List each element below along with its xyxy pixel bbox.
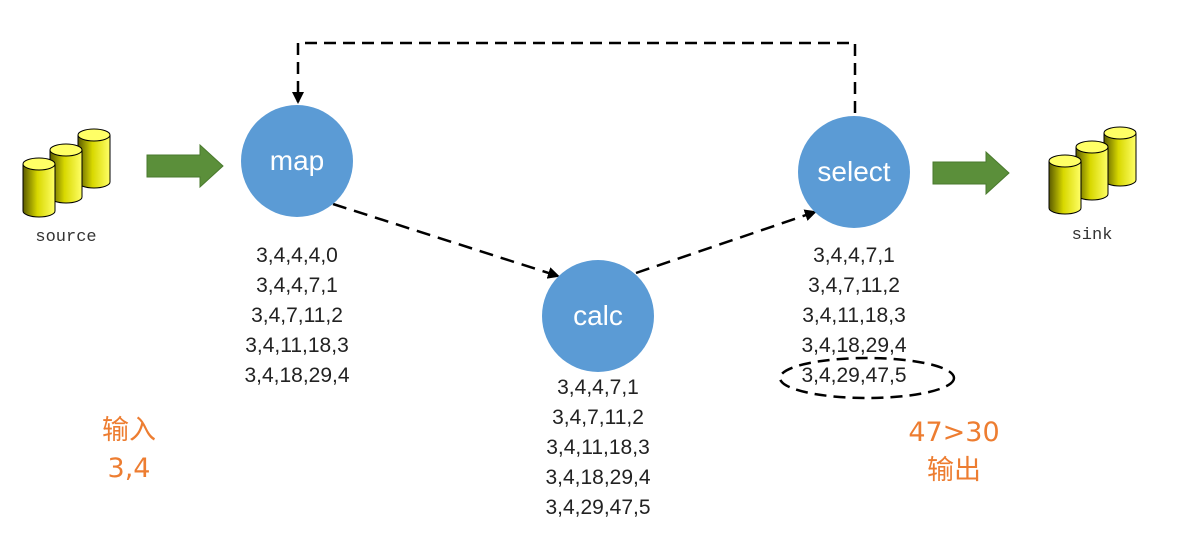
map-row: 3,4,18,29,4 bbox=[244, 364, 350, 387]
sink-label: sink bbox=[1072, 226, 1113, 245]
output-note-title: 输出 bbox=[927, 455, 981, 486]
highlight-ellipse bbox=[778, 356, 956, 400]
select-to-sink-arrow-icon bbox=[932, 150, 1010, 196]
map-row: 3,4,4,4,0 bbox=[256, 244, 338, 267]
select-row: 3,4,7,11,2 bbox=[808, 274, 900, 297]
output-note: 47>30 输出 bbox=[884, 414, 1024, 490]
select-row: 3,4,11,18,3 bbox=[802, 304, 906, 327]
source-label: source bbox=[35, 228, 96, 247]
select-node-label: select bbox=[817, 156, 890, 187]
calc-row: 3,4,4,7,1 bbox=[557, 376, 639, 399]
select-row: 3,4,4,7,1 bbox=[813, 244, 895, 267]
calc-node bbox=[542, 260, 654, 372]
source-to-map-arrow-icon bbox=[146, 143, 224, 189]
input-note: 输入 3,4 bbox=[59, 412, 199, 488]
calc-rows: 3,4,4,7,1 3,4,7,11,2 3,4,11,18,3 3,4,18,… bbox=[518, 373, 678, 523]
select-row: 3,4,18,29,4 bbox=[801, 334, 907, 357]
map-to-calc-arrow bbox=[332, 202, 560, 279]
select-row: 3,4,29,47,5 bbox=[801, 364, 907, 387]
sink-database-icon bbox=[1048, 126, 1137, 215]
cylinder-icon bbox=[22, 157, 56, 218]
select-node bbox=[798, 116, 910, 228]
map-node bbox=[241, 105, 353, 217]
map-row: 3,4,4,7,1 bbox=[256, 274, 338, 297]
map-rows: 3,4,4,4,0 3,4,4,7,1 3,4,7,11,2 3,4,11,18… bbox=[217, 241, 377, 391]
output-note-condition: 47>30 bbox=[908, 417, 1000, 448]
calc-row: 3,4,7,11,2 bbox=[552, 406, 644, 429]
select-rows: 3,4,4,7,1 3,4,7,11,2 3,4,11,18,3 3,4,18,… bbox=[774, 241, 934, 391]
calc-node-label: calc bbox=[573, 300, 623, 331]
cylinder-icon bbox=[49, 143, 83, 204]
calc-to-select-arrow bbox=[635, 209, 817, 275]
map-row: 3,4,11,18,3 bbox=[245, 334, 349, 357]
calc-row: 3,4,18,29,4 bbox=[545, 466, 651, 489]
calc-row: 3,4,29,47,5 bbox=[545, 496, 651, 519]
input-note-value: 3,4 bbox=[107, 453, 151, 484]
map-row: 3,4,7,11,2 bbox=[251, 304, 343, 327]
map-node-label: map bbox=[270, 145, 324, 176]
input-note-title: 输入 bbox=[102, 415, 156, 446]
cylinder-icon bbox=[77, 128, 111, 189]
calc-row: 3,4,11,18,3 bbox=[546, 436, 650, 459]
cylinder-icon bbox=[1103, 126, 1137, 187]
cylinder-icon bbox=[1048, 154, 1082, 215]
feedback-loop-arrow bbox=[292, 41, 857, 113]
source-database-icon bbox=[22, 128, 111, 218]
